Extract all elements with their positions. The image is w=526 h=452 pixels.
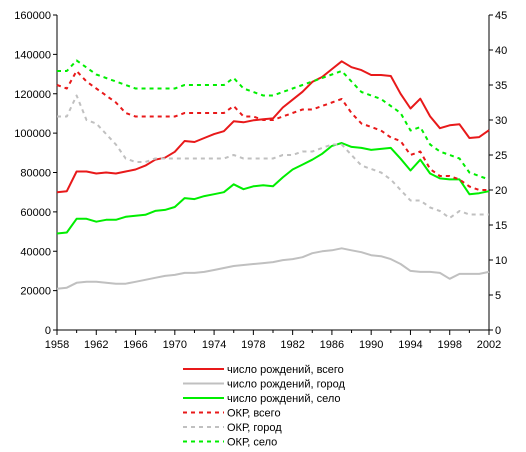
x-tick-label: 1966: [123, 339, 147, 351]
series-line-2: [56, 247, 490, 290]
right-tick-label: 5: [495, 290, 501, 302]
x-tick-label: 1994: [398, 339, 422, 351]
left-tick-label: 160000: [14, 10, 51, 22]
legend: число рождений, всего число рождений, гор…: [183, 364, 345, 449]
legend-label-6: ОКР, село: [227, 437, 277, 449]
left-tick-label: 120000: [14, 89, 51, 101]
right-tick-label: 35: [495, 80, 507, 92]
series-line-3: [56, 142, 490, 235]
series-line-6: [57, 59, 490, 181]
left-tick-label: 140000: [14, 49, 51, 61]
legend-label-4: ОКР, всего: [227, 408, 281, 420]
right-tick-label: 25: [495, 150, 507, 162]
left-tick-label: 100000: [14, 128, 51, 140]
right-tick-label: 40: [495, 45, 507, 57]
plot-background: [57, 15, 489, 330]
series-line-4: [56, 70, 489, 191]
left-y-axis: 0 20000 40000 60000 80000 100000 120000 140000 1…: [14, 10, 58, 337]
series-line-5: [57, 94, 489, 219]
x-tick-label: 1974: [202, 339, 226, 351]
x-tick-label: 1958: [45, 339, 69, 351]
plot-area: [57, 15, 489, 330]
left-tick-label: 60000: [20, 207, 51, 219]
left-tick-label: 0: [45, 325, 51, 337]
legend-label-5: ОКР, город: [227, 422, 282, 434]
x-axis: 1958 1962 1966 1970 1974 1978 1982 1986 1990 1994…: [45, 329, 501, 351]
right-y-axis: 0 5 10 15 20 25 30 35 40 45: [488, 10, 507, 337]
legend-label-2: число рождений, город: [227, 379, 345, 391]
x-tick-label: 2002: [477, 339, 501, 351]
right-tick-label: 30: [495, 115, 507, 127]
series-line-1: [56, 60, 490, 194]
series-layer: [56, 59, 490, 290]
x-tick-label: 1962: [84, 339, 108, 351]
right-tick-label: 45: [495, 10, 507, 22]
x-tick-label: 1978: [241, 339, 265, 351]
legend-label-3: число рождений, село: [227, 393, 341, 405]
right-tick-label: 0: [495, 325, 501, 337]
x-tick-label: 1970: [163, 339, 187, 351]
x-tick-label: 1982: [280, 339, 304, 351]
left-tick-label: 80000: [20, 168, 51, 180]
x-tick-label: 1986: [320, 339, 344, 351]
left-tick-label: 20000: [20, 286, 51, 298]
right-tick-label: 20: [495, 185, 507, 197]
x-tick-label: 1998: [437, 339, 461, 351]
legend-label-1: число рождений, всего: [227, 364, 344, 376]
left-tick-label: 40000: [20, 246, 51, 258]
right-tick-label: 15: [495, 220, 507, 232]
right-tick-label: 10: [495, 255, 507, 267]
x-tick-label: 1990: [359, 339, 383, 351]
